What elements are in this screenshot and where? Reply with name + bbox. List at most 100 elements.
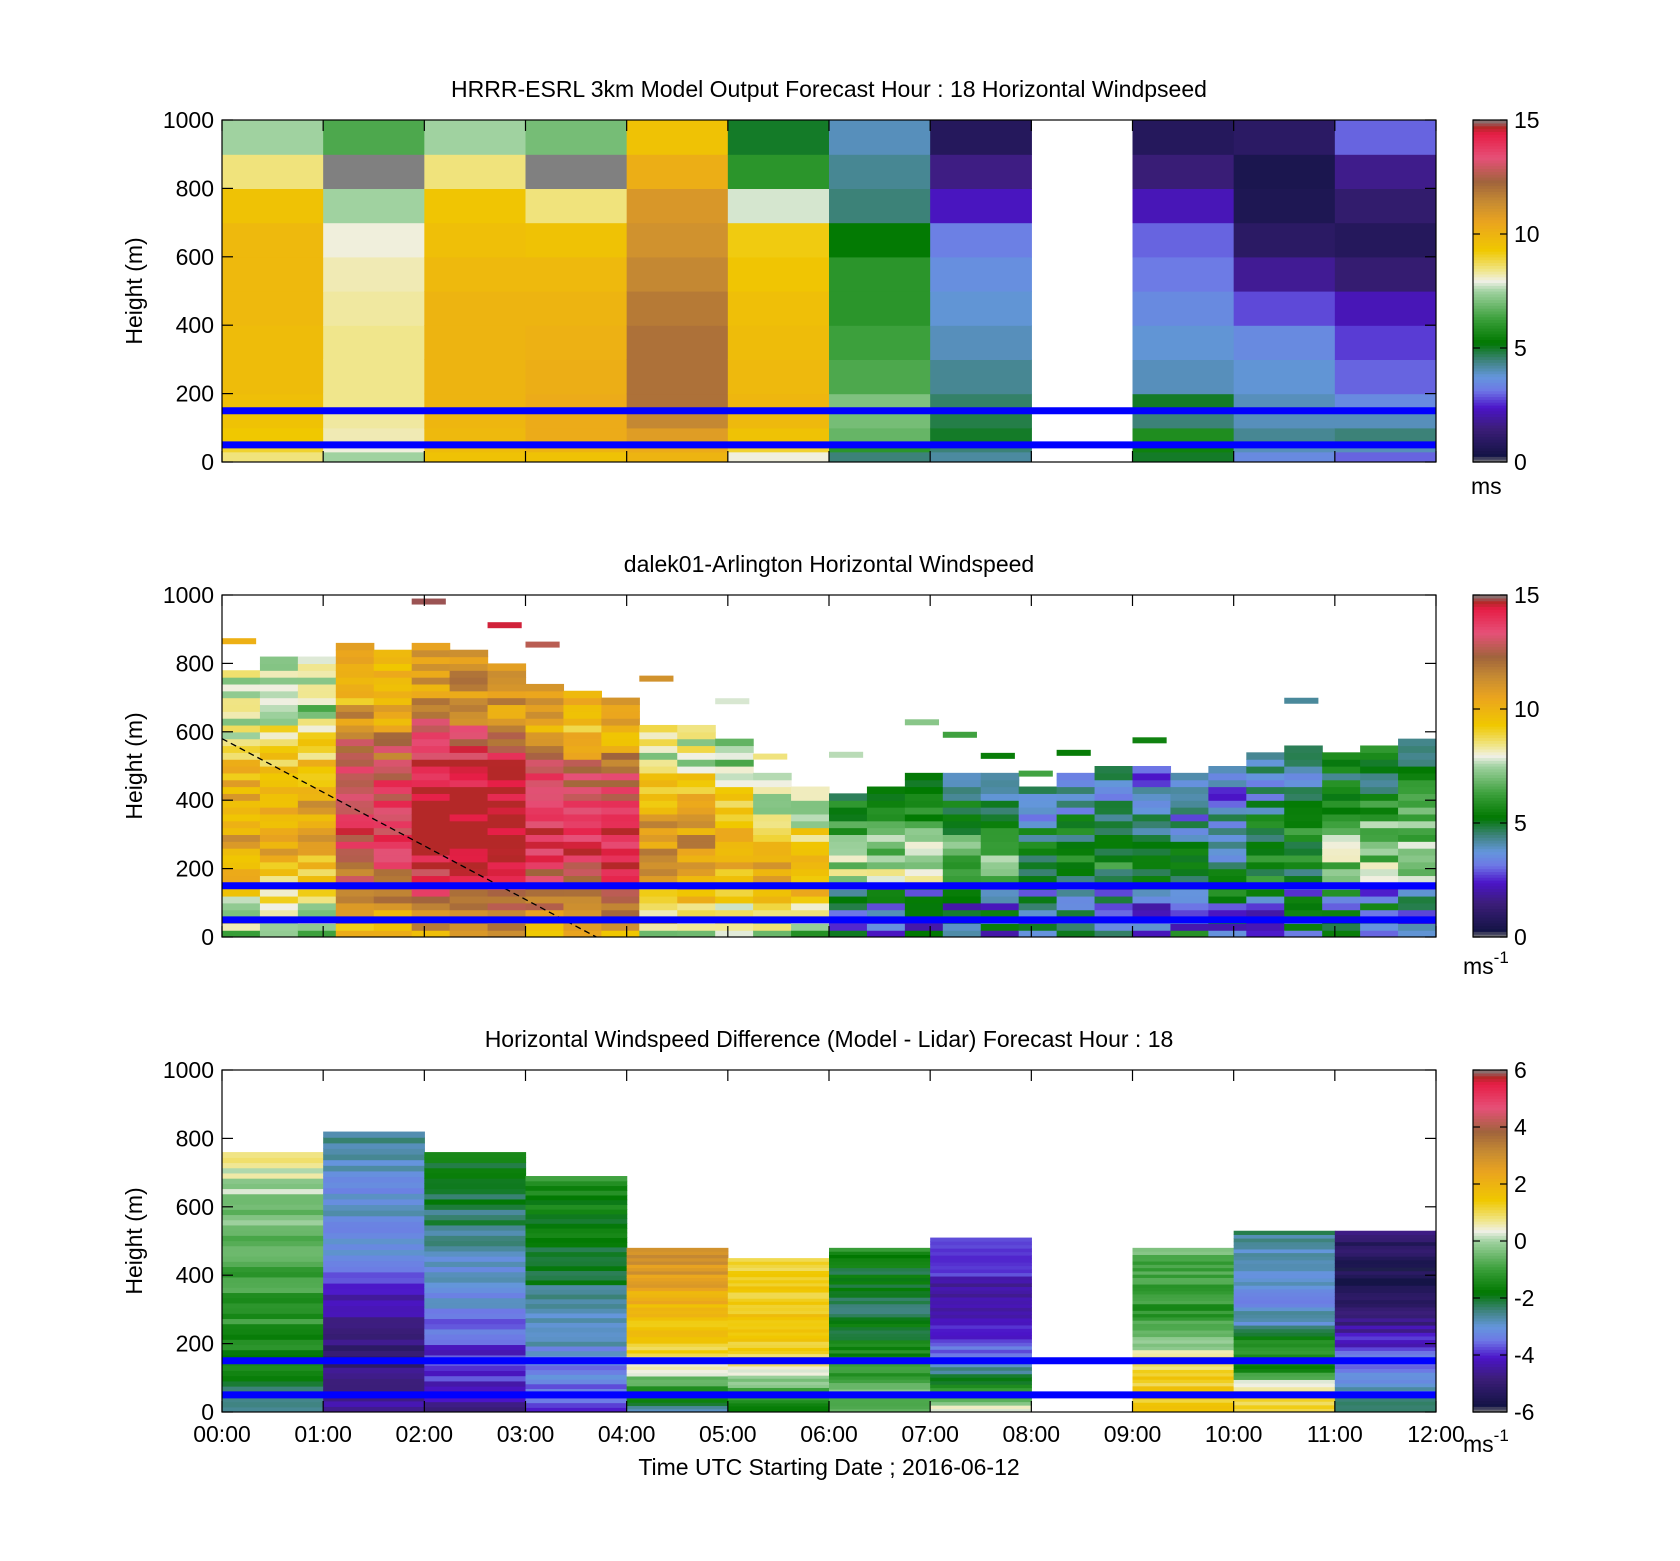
heatmap-cell <box>297 793 337 801</box>
heatmap-cell <box>942 930 982 937</box>
heatmap-cell <box>222 677 261 685</box>
heatmap-cell <box>1132 1300 1235 1305</box>
heatmap-cell <box>323 291 425 326</box>
heatmap-cell <box>626 1346 729 1351</box>
heatmap-cell <box>222 1198 324 1205</box>
heatmap-cell <box>677 827 716 835</box>
heatmap-cell <box>1233 1281 1336 1286</box>
colorbar-swatch <box>1473 1383 1507 1387</box>
heatmap-cell <box>1132 820 1172 829</box>
colorbar-swatch <box>1473 874 1507 878</box>
heatmap-cell <box>930 1310 1032 1315</box>
heatmap-cell <box>1132 868 1172 877</box>
heatmap-cell <box>639 759 678 767</box>
heatmap-cell <box>373 868 413 877</box>
heatmap-cell <box>449 889 489 897</box>
heatmap-cell <box>563 895 602 904</box>
heatmap-cell <box>487 786 527 794</box>
heatmap-cell <box>323 1344 425 1351</box>
heatmap-cell <box>525 902 565 911</box>
heatmap-cell <box>942 786 982 794</box>
heatmap-cell <box>1284 889 1323 897</box>
colorbar-swatch <box>1473 410 1507 415</box>
heatmap-cell <box>1132 800 1172 808</box>
colorbar-swatch <box>1473 1232 1507 1236</box>
heatmap-cell <box>829 909 868 918</box>
heatmap-cell <box>601 697 640 706</box>
heatmap-cell <box>297 786 337 794</box>
heatmap-cell <box>1334 1303 1436 1308</box>
heatmap-cell <box>626 1408 729 1412</box>
heatmap-cell <box>1246 923 1285 931</box>
colorbar-swatch <box>1473 623 1507 627</box>
heatmap-cell <box>1018 770 1053 777</box>
colorbar-swatch <box>1473 1226 1507 1231</box>
heatmap-cell <box>715 738 754 747</box>
heatmap-cell <box>1132 1254 1235 1259</box>
heatmap-cell <box>323 1131 425 1138</box>
heatmap-cell <box>753 779 792 788</box>
heatmap-cell <box>373 766 413 774</box>
colorbar-swatch <box>1473 396 1507 400</box>
heatmap-cell <box>942 820 982 829</box>
colorbar-swatch <box>1473 1092 1507 1097</box>
heatmap-cell <box>639 834 678 842</box>
heatmap-cell <box>626 1398 729 1403</box>
heatmap-cell <box>727 410 830 429</box>
heatmap-cell <box>829 875 868 883</box>
heatmap-cell <box>373 704 413 712</box>
heatmap-cell <box>525 766 565 774</box>
heatmap-cell <box>222 690 261 699</box>
heatmap-cell <box>1094 793 1134 801</box>
heatmap-cell <box>525 1369 628 1375</box>
heatmap-cell <box>297 820 337 829</box>
y-tick-label: 400 <box>176 312 214 338</box>
colorbar-swatch <box>1473 606 1507 610</box>
heatmap-cell <box>297 731 337 740</box>
heatmap-cell <box>904 807 944 815</box>
heatmap-cell <box>411 718 451 726</box>
heatmap-cell <box>525 1223 628 1229</box>
reference-lines <box>222 882 1436 924</box>
heatmap-cell <box>259 909 299 918</box>
colorbar-swatch <box>1473 199 1507 204</box>
heatmap-cell <box>411 642 451 651</box>
colorbar-tick-label: 6 <box>1514 1057 1527 1083</box>
heatmap-cell <box>449 670 489 678</box>
heatmap-cell <box>335 738 375 747</box>
heatmap-cell <box>1322 820 1361 829</box>
heatmap-cell <box>525 1374 628 1380</box>
heatmap-cell <box>626 154 729 189</box>
heatmap-cell <box>753 875 792 883</box>
colorbar-tick-label: 10 <box>1514 221 1540 247</box>
heatmap-cell <box>222 1245 324 1252</box>
heatmap-cell <box>639 930 678 937</box>
heatmap-cell <box>424 1313 527 1320</box>
heatmap-cell <box>1233 1382 1336 1388</box>
y-tick-label: 400 <box>176 1262 214 1288</box>
heatmap-cell <box>563 807 602 815</box>
heatmap-cell <box>259 697 299 706</box>
heatmap-cell <box>335 786 375 794</box>
colorbar-swatch <box>1473 231 1507 235</box>
colorbar-swatch <box>1473 222 1507 227</box>
colorbar-swatch <box>1473 1118 1507 1122</box>
heatmap-cell <box>1094 813 1134 822</box>
heatmap-cell <box>753 848 792 856</box>
colorbar-swatch <box>1473 894 1507 898</box>
colorbar-swatch <box>1473 1275 1507 1279</box>
heatmap-cell <box>1246 772 1285 781</box>
colorbar-swatch <box>1473 720 1507 724</box>
heatmap-cell <box>1334 1382 1436 1388</box>
heatmap-cell <box>222 1224 324 1231</box>
colorbar-swatch <box>1473 248 1507 252</box>
colorbar-swatch <box>1473 885 1507 890</box>
heatmap-cell <box>727 1291 830 1296</box>
heatmap-cell <box>601 766 640 774</box>
heatmap-cell <box>791 820 830 829</box>
heatmap-cell <box>727 1365 830 1370</box>
heatmap-cell <box>1132 1405 1235 1410</box>
heatmap-cell <box>1094 786 1134 794</box>
heatmap-cell <box>829 393 931 412</box>
heatmap-cell <box>1334 1299 1436 1304</box>
